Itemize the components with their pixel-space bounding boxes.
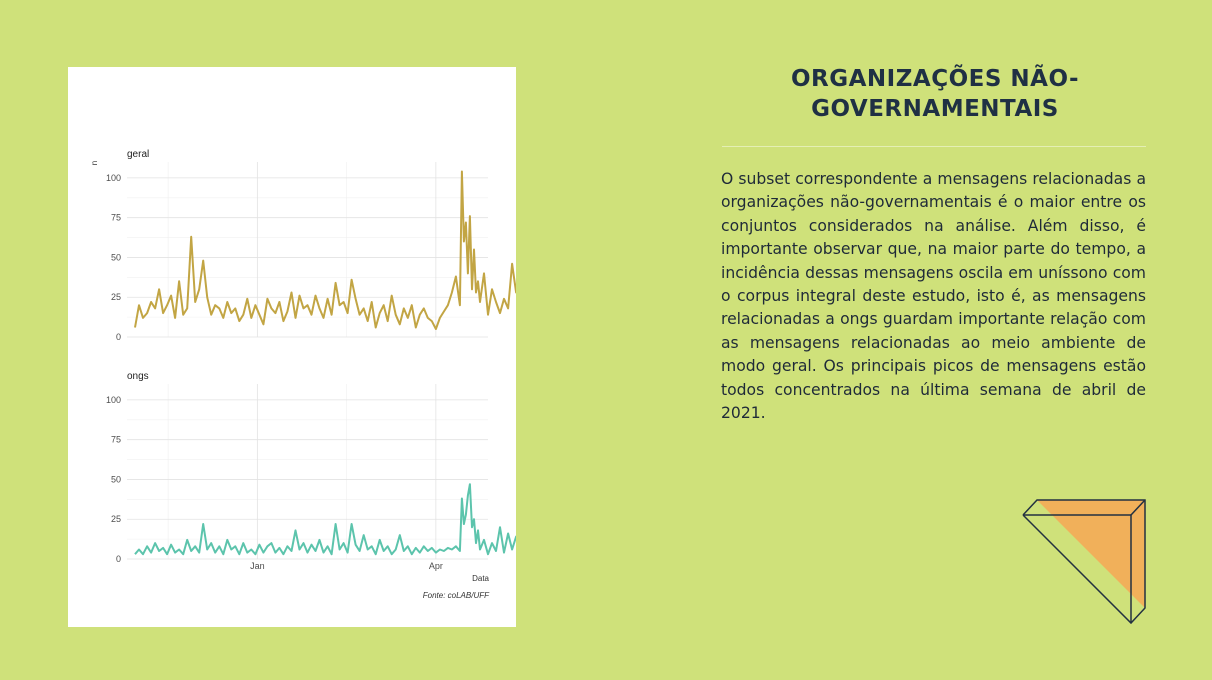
y-tick-label: 50	[111, 474, 121, 484]
x-axis-label: Data	[472, 574, 489, 583]
body-text: O subset correspondente a mensagens rela…	[721, 170, 1146, 423]
y-tick-label: 25	[111, 292, 121, 302]
y-tick-label: 25	[111, 514, 121, 524]
panel-label-ongs: ongs	[127, 371, 149, 382]
y-axis-label: n	[90, 161, 99, 165]
y-tick-label: 75	[111, 435, 121, 445]
outline-corner-edge	[1130, 499, 1146, 516]
outline-triangle-shape	[1022, 499, 1146, 625]
panel-label-geral: geral	[127, 149, 149, 160]
series-line-geral	[134, 170, 516, 330]
y-tick-label: 75	[111, 213, 121, 223]
title-divider	[722, 146, 1146, 147]
y-tick-label: 100	[106, 173, 121, 183]
slide-title: ORGANIZAÇÕES NÃO-GOVERNAMENTAIS	[790, 66, 1079, 122]
y-tick-label: 100	[106, 395, 121, 405]
y-tick-label: 0	[116, 554, 121, 564]
y-tick-label: 0	[116, 332, 121, 342]
triangle-decoration	[1022, 499, 1146, 625]
x-tick-label: Jan	[250, 561, 265, 571]
y-tick-label: 50	[111, 252, 121, 262]
orange-triangle-shape	[1037, 500, 1145, 608]
source-caption: Fonte: coLAB/UFF	[423, 591, 490, 600]
series-line-ongs	[134, 483, 516, 556]
x-tick-label: Apr	[429, 561, 443, 571]
chart-card: 0 25 50 75 100 0 25 50 75 100 Jan Apr n geral ongs …	[68, 67, 516, 627]
